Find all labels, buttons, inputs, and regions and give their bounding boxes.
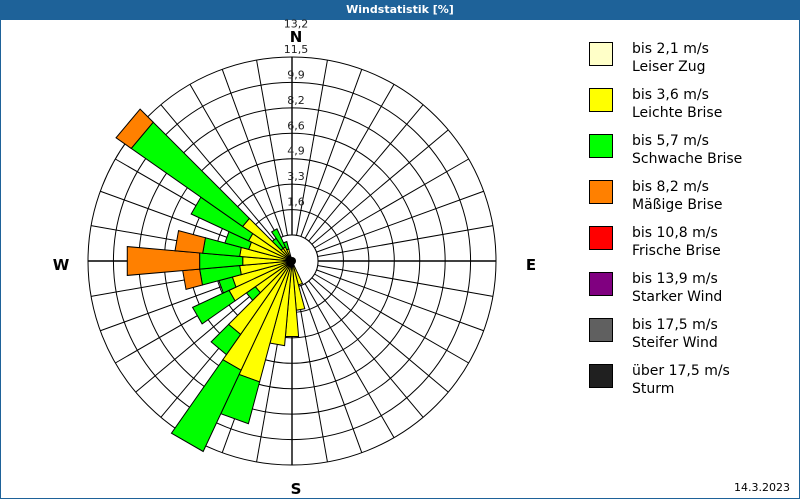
wind-sector-bar — [174, 229, 206, 254]
radial-tick-label: 13,2 — [284, 18, 309, 31]
legend-label: bis 5,7 m/s Schwache Brise — [632, 133, 743, 167]
radial-tick-label: 1,6 — [287, 196, 305, 209]
grid-spoke — [256, 60, 288, 236]
grid-spoke — [296, 60, 328, 236]
compass-label-n: N — [290, 28, 303, 46]
radial-tick-label: 3,3 — [287, 170, 305, 183]
legend-swatch — [589, 88, 613, 112]
legend-swatch — [589, 272, 613, 296]
wind-sector-bar — [270, 228, 287, 250]
date-label: 14.3.2023 — [734, 481, 790, 494]
grid-spoke — [300, 285, 363, 453]
grid-spoke — [308, 280, 424, 418]
legend-label: bis 3,6 m/s Leichte Brise — [632, 87, 723, 121]
compass-label-s: S — [291, 480, 302, 498]
wind-sector-bar — [182, 268, 204, 291]
compass-label-w: W — [53, 256, 70, 274]
grid-spoke — [311, 129, 449, 245]
grid-spoke — [316, 190, 484, 253]
grid-spoke — [300, 69, 363, 237]
radial-tick-label: 6,6 — [287, 119, 305, 132]
wind-sector-bar — [115, 108, 154, 150]
wind-sector-bar — [170, 359, 242, 453]
legend-label: bis 8,2 m/s Mäßige Brise — [632, 179, 723, 213]
grid-spoke — [221, 69, 284, 237]
grid-spoke — [314, 158, 469, 249]
grid-spoke — [296, 286, 328, 462]
legend-label: bis 17,5 m/s Steifer Wind — [632, 317, 718, 351]
wind-sector-bar — [282, 240, 290, 251]
grid-spoke — [304, 283, 395, 438]
radial-tick-label: 11,5 — [284, 43, 309, 56]
radial-tick-label: 4,9 — [287, 145, 305, 158]
grid-spoke — [316, 269, 484, 332]
legend-swatch — [589, 134, 613, 158]
grid-spoke — [311, 277, 449, 393]
wind-sector-bar — [191, 289, 236, 325]
wind-sector-bar — [210, 323, 242, 356]
grid-spoke — [308, 104, 424, 242]
grid-spoke — [317, 225, 493, 257]
grid-spoke — [189, 84, 280, 239]
legend-label: bis 10,8 m/s Frische Brise — [632, 225, 721, 259]
grid-spoke — [314, 273, 469, 364]
legend-label: über 17,5 m/s Sturm — [632, 363, 730, 397]
legend-label: bis 2,1 m/s Leiser Zug — [632, 41, 709, 75]
legend-swatch — [589, 180, 613, 204]
radial-tick-label: 9,9 — [287, 68, 305, 81]
grid-spoke — [160, 104, 276, 242]
legend-swatch — [589, 42, 613, 66]
grid-spoke — [317, 265, 493, 297]
legend-label: bis 13,9 m/s Starker Wind — [632, 271, 723, 305]
wind-sector-bar — [130, 121, 251, 228]
legend-swatch — [589, 318, 613, 342]
legend-swatch — [589, 226, 613, 250]
window-title: Windstatistik [%] — [0, 0, 800, 20]
wind-sector-bar — [126, 246, 201, 276]
grid-spoke — [304, 84, 395, 239]
compass-label-e: E — [526, 256, 536, 274]
center-dot — [288, 257, 296, 265]
radial-tick-label: 8,2 — [287, 94, 305, 107]
legend-swatch — [589, 364, 613, 388]
